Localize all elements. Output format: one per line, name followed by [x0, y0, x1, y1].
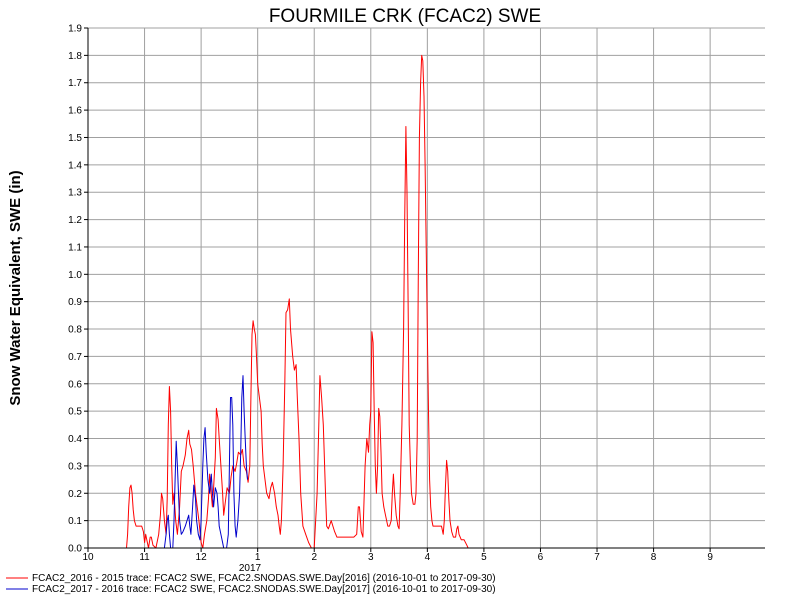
- x-tick-label: 2: [311, 552, 317, 563]
- y-tick-label: 1.8: [68, 51, 82, 62]
- y-tick-label: 0.0: [68, 544, 82, 555]
- legend-label-1: FCAC2_2016 - 2015 trace: FCAC2 SWE, FCAC…: [32, 573, 496, 584]
- y-tick-label: 0.2: [68, 489, 82, 500]
- x-tick-label: 5: [481, 552, 487, 563]
- y-tick-label: 0.7: [68, 352, 82, 363]
- y-tick-label: 0.1: [68, 516, 82, 527]
- x-tick-label: 4: [425, 552, 431, 563]
- x-tick-label: 1: [255, 552, 261, 563]
- x-tick-label: 10: [82, 552, 94, 563]
- year-label: 2017: [239, 563, 262, 574]
- y-tick-label: 0.9: [68, 297, 82, 308]
- legend-label-2: FCAC2_2017 - 2016 trace: FCAC2 SWE, FCAC…: [32, 584, 496, 595]
- y-tick-label: 0.3: [68, 461, 82, 472]
- chart-title: FOURMILE CRK (FCAC2) SWE: [269, 6, 541, 27]
- x-tick-label: 11: [139, 552, 150, 563]
- y-tick-label: 1.4: [68, 160, 82, 171]
- x-tick-label: 7: [594, 552, 600, 563]
- y-tick-label: 1.6: [68, 106, 82, 117]
- x-tick-label: 6: [538, 552, 544, 563]
- y-tick-label: 1.0: [68, 270, 82, 281]
- y-tick-label: 0.8: [68, 325, 82, 336]
- y-tick-labels: 0.0 0.1 0.2 0.3 0.4 0.5 0.6 0.7 0.8 0.9 1.0 1.1 1.2 1…: [68, 24, 88, 555]
- x-tick-label: 3: [368, 552, 374, 563]
- y-tick-label: 0.6: [68, 379, 82, 390]
- x-tick-label: 9: [707, 552, 713, 563]
- x-tick-label: 8: [651, 552, 657, 563]
- y-tick-label: 1.5: [68, 133, 82, 144]
- x-tick-labels: 10 11 12 1 2 3 4 5 6 7 8 9: [82, 548, 713, 563]
- y-tick-label: 1.3: [68, 188, 82, 199]
- y-tick-label: 1.7: [68, 78, 82, 89]
- y-tick-label: 1.2: [68, 215, 82, 226]
- legend: FCAC2_2016 - 2015 trace: FCAC2 SWE, FCAC…: [6, 573, 496, 595]
- y-tick-label: 1.1: [68, 242, 82, 253]
- series-layer: [126, 54, 469, 549]
- y-axis-label: Snow Water Equivalent, SWE (in): [7, 170, 24, 405]
- y-tick-label: 1.9: [68, 24, 82, 35]
- y-tick-label: 0.5: [68, 407, 82, 418]
- x-tick-label: 12: [196, 552, 208, 563]
- y-tick-label: 0.4: [68, 434, 82, 445]
- series-line-2: [163, 375, 248, 549]
